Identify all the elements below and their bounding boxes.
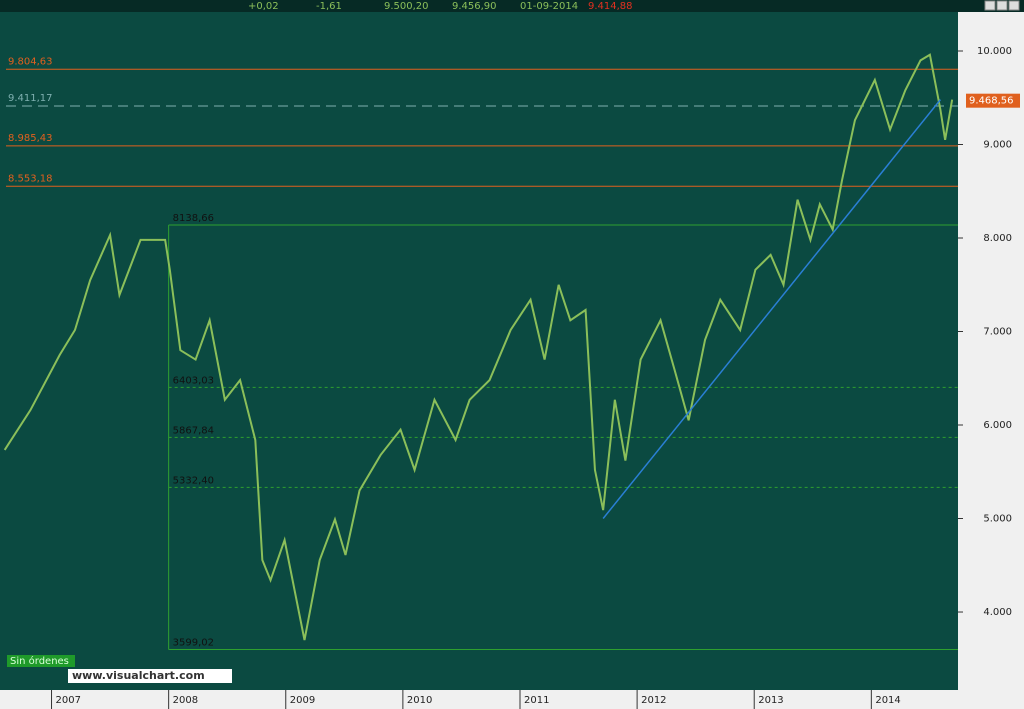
toolbar-value: +0,02	[248, 1, 279, 12]
toolbar	[0, 0, 1024, 12]
x-tick-label: 2012	[641, 695, 666, 706]
toolbar-value: 01-09-2014	[520, 1, 578, 12]
x-tick-label: 2010	[407, 695, 432, 706]
level-label: 8.553,18	[8, 173, 53, 184]
close-button[interactable]	[1008, 0, 1020, 11]
status-box	[7, 655, 75, 667]
x-tick-label: 2014	[875, 695, 900, 706]
y-tick-label: 9.000	[983, 139, 1012, 150]
watermark: www.visualchart.com	[72, 669, 205, 682]
fib-label: 8138,66	[173, 213, 214, 224]
x-tick-label: 2009	[290, 695, 315, 706]
watermark-box	[68, 669, 232, 683]
last-price-box	[966, 93, 1020, 108]
level-label: 9.411,17	[8, 93, 53, 104]
y-tick-label: 8.000	[983, 233, 1012, 244]
x-tick-label: 2007	[56, 695, 81, 706]
y-tick-label: 4.000	[983, 607, 1012, 618]
x-tick-label: 2013	[758, 695, 783, 706]
y-tick-label: 5.000	[983, 514, 1012, 525]
status: Sin órdenes	[10, 655, 69, 667]
last-price-label: 9.468,56	[969, 96, 1014, 107]
toolbar-value: -1,61	[316, 1, 342, 12]
y-tick-label: 10.000	[977, 46, 1012, 57]
x-tick-label: 2011	[524, 695, 549, 706]
fib-label: 3599,02	[173, 638, 214, 649]
fib-label: 6403,03	[173, 375, 214, 386]
y-tick-label: 6.000	[983, 420, 1012, 431]
minimize-button[interactable]	[984, 0, 996, 11]
level-label: 8.985,43	[8, 133, 53, 144]
trendline	[602, 99, 942, 519]
x-axis-panel	[0, 690, 1024, 709]
x-tick-label: 2008	[173, 695, 198, 706]
price-line	[3, 53, 954, 641]
fib-label: 5867,84	[173, 425, 214, 436]
fib-label: 5332,40	[173, 475, 214, 486]
toolbar-value: 9.500,20	[384, 1, 429, 12]
maximize-button[interactable]	[996, 0, 1008, 11]
level-label: 9.804,63	[8, 56, 53, 67]
y-tick-label: 7.000	[983, 327, 1012, 338]
toolbar-value: 9.456,90	[452, 1, 497, 12]
toolbar-value: 9.414,88	[588, 1, 633, 12]
y-axis-panel	[958, 12, 1024, 690]
